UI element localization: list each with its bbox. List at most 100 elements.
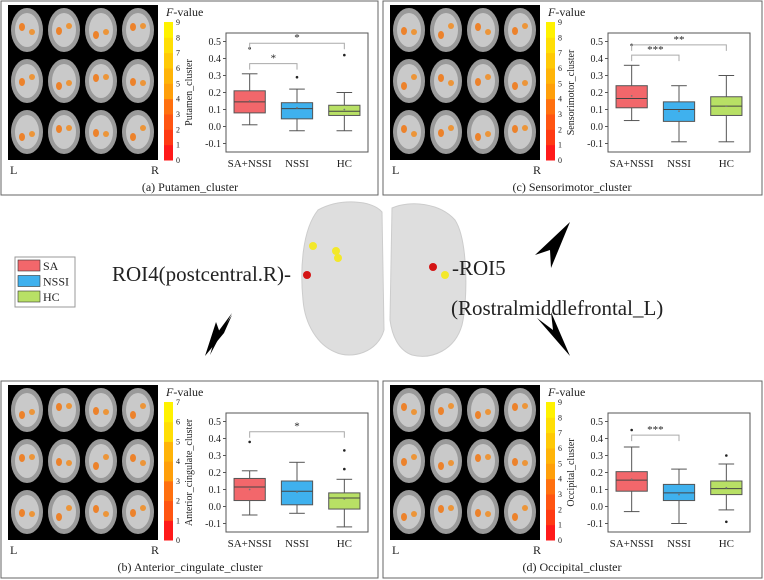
colorbar-tick: 3	[558, 110, 562, 119]
arrow-to-c-icon	[535, 222, 570, 268]
colorbar-segment	[164, 52, 173, 69]
colorbar-tick: 2	[558, 125, 562, 134]
colorbar-tick: 3	[558, 490, 562, 499]
y-tick-label: 0.1	[591, 485, 604, 496]
colorbar-segment	[546, 432, 555, 449]
colorbar-tick: 5	[558, 79, 562, 88]
x-tick-label: HC	[337, 538, 352, 550]
colorbar-tick: 7	[558, 429, 562, 438]
mean-marker	[678, 493, 680, 496]
colorbar-tick: 1	[558, 521, 562, 530]
colorbar-tick: 2	[176, 497, 180, 506]
orientation-left: L	[392, 543, 399, 557]
legend-label: SA	[43, 259, 59, 273]
significance-label: ***	[647, 44, 664, 56]
legend-label: HC	[43, 290, 60, 304]
outlier-point	[343, 467, 346, 471]
y-tick-label: 0.1	[209, 485, 222, 496]
x-tick-label: SA+NSSI	[228, 538, 272, 550]
box-sa-nssi	[233, 47, 266, 126]
y-tick-label: 0.5	[591, 37, 604, 48]
y-tick-label: 0.0	[591, 122, 604, 133]
box-sa-nssi	[233, 440, 266, 516]
colorbar-tick: 7	[558, 49, 562, 58]
box-nssi	[280, 75, 314, 132]
colorbar-tick: 9	[558, 398, 562, 407]
x-tick-label: NSSI	[667, 538, 691, 550]
y-tick-label: 0.2	[591, 468, 604, 479]
orientation-right: R	[151, 163, 159, 177]
colorbar-tick: 6	[558, 64, 562, 73]
orientation-left: L	[10, 163, 17, 177]
colorbar-segment	[546, 478, 555, 495]
colorbar-segment	[546, 417, 555, 434]
x-tick-label: SA+NSSI	[610, 538, 654, 550]
colorbar-tick: 6	[176, 418, 180, 427]
y-tick-label: 0.0	[209, 502, 222, 513]
legend-swatch	[17, 290, 41, 303]
colorbar-segment	[546, 448, 555, 464]
y-tick-label: 0.1	[209, 105, 222, 116]
arrow-to-d-icon	[537, 312, 570, 356]
orientation-left: L	[10, 543, 17, 557]
legend-swatch	[17, 259, 41, 272]
y-tick-label: 0.2	[591, 88, 604, 99]
mean-marker	[725, 486, 728, 489]
colorbar-segment	[546, 37, 555, 54]
significance-label: *	[294, 32, 300, 44]
colorbar-segment	[546, 463, 555, 480]
significance-bracket	[249, 42, 345, 50]
box-hc	[710, 454, 743, 524]
y-tick-label: 0.1	[591, 105, 604, 116]
y-axis-label: Anterior_cingulate_cluster	[184, 418, 195, 526]
outlier-point	[343, 449, 346, 452]
box-hc	[328, 53, 361, 132]
y-tick-label: 0.0	[209, 122, 222, 133]
mean-marker	[678, 110, 680, 113]
colorbar-title: F-value	[165, 5, 203, 19]
mean-marker	[296, 106, 298, 109]
colorbar-tick: 8	[176, 33, 180, 42]
colorbar-segment	[164, 37, 173, 54]
panel-d: 0 1 2 3 4 5 6 7 8 9F-value L R (d) Occipital_cluster…	[382, 380, 763, 579]
colorbar-tick: 3	[176, 477, 180, 486]
box-hc	[710, 75, 743, 143]
colorbar-segment	[164, 129, 173, 146]
mean-marker	[630, 95, 633, 97]
y-tick-label: -0.1	[205, 139, 221, 150]
significance-label: ***	[647, 424, 664, 436]
panel-a: 0 1 2 3 4 5 6 7 8 9F-value L R (a) Putamen_cluster -0…	[0, 0, 379, 196]
colorbar-segment	[164, 480, 173, 502]
roi5-sublabel: (Rostralmiddlefrontal_L)	[451, 296, 663, 320]
colorbar-tick: 2	[558, 505, 562, 514]
legend-swatch	[17, 275, 41, 287]
colorbar-tick: 8	[558, 33, 562, 42]
colorbar-segment	[546, 83, 555, 100]
colorbar-segment	[546, 402, 555, 418]
y-tick-label: 0.2	[209, 88, 222, 99]
outlier-point	[248, 440, 251, 444]
y-tick-label: -0.1	[587, 139, 603, 150]
box-nssi	[662, 468, 696, 524]
significance-bracket	[631, 44, 727, 51]
panel-caption: (d) Occipital_cluster	[523, 560, 622, 574]
y-tick-label: 0.4	[591, 434, 604, 445]
colorbar-tick: 4	[558, 475, 562, 484]
colorbar-tick: 4	[176, 457, 180, 466]
panel-caption: (c) Sensorimotor_cluster	[513, 180, 632, 194]
y-tick-label: 0.2	[209, 468, 222, 479]
colorbar-segment	[546, 98, 555, 115]
y-tick-label: 0.3	[209, 451, 222, 462]
colorbar-tick: 5	[558, 459, 562, 468]
brain-3d-render	[301, 201, 467, 357]
y-tick-label: 0.4	[591, 54, 604, 65]
box-nssi	[662, 85, 696, 143]
box-body	[280, 102, 314, 120]
significance-label: *	[294, 421, 300, 433]
significance-label: **	[674, 34, 685, 46]
colorbar-tick: 1	[176, 516, 180, 525]
colorbar-tick: 0	[176, 156, 180, 165]
colorbar-segment	[546, 524, 555, 541]
